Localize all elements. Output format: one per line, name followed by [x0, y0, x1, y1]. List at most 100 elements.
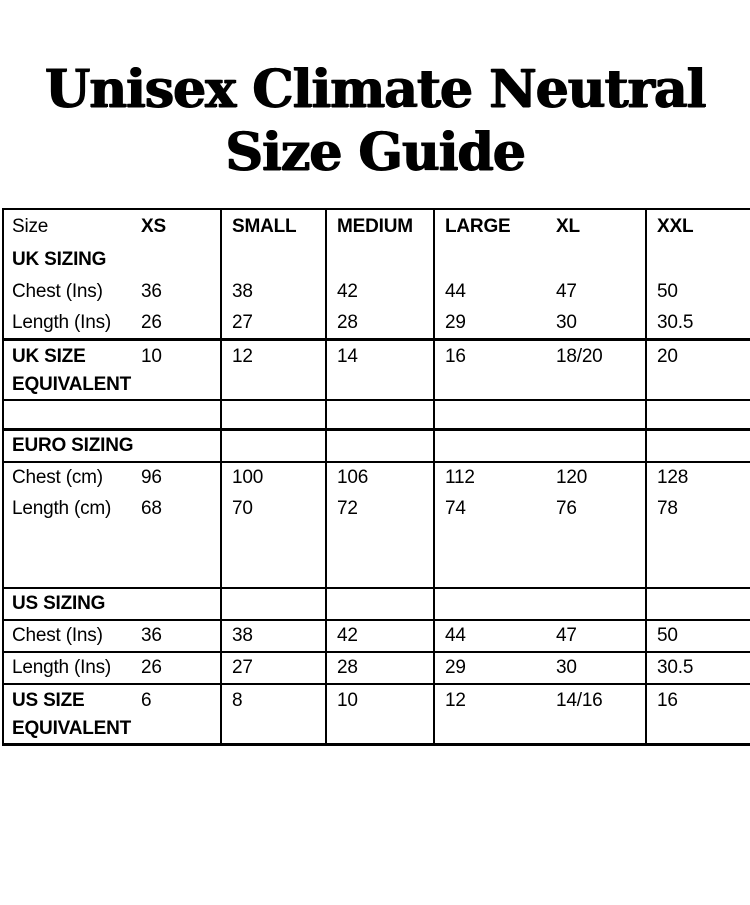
uk-chest-row: Chest (Ins) 36 38 42 44 47 50 [3, 277, 750, 308]
empty-cell [646, 525, 750, 589]
empty-cell [326, 245, 435, 277]
value-cell: 10 [326, 683, 435, 746]
empty-cell [326, 587, 435, 621]
value-cell: 70 [221, 493, 327, 526]
us-chest-label: Chest (Ins) [3, 619, 139, 653]
empty-cell [139, 245, 222, 277]
value-cell: 28 [326, 651, 435, 685]
euro-chest-row: Chest (cm) 96 100 106 112 120 128 [3, 461, 750, 494]
us-size-equivalent-label: US SIZE EQUIVALENT [3, 683, 139, 746]
value-cell: 6 [139, 683, 222, 746]
value-cell: 50 [657, 281, 678, 302]
empty-cell [221, 587, 327, 621]
col-header-xs: XS [139, 209, 222, 245]
euro-chest-label: Chest (cm) [12, 466, 103, 488]
value-cell: 120 [549, 461, 647, 494]
value-cell: 28 [326, 308, 435, 341]
empty-cell [434, 587, 549, 621]
value-cell: 10 [139, 339, 222, 401]
spacer-row [3, 400, 750, 431]
col-header-medium: MEDIUM [326, 209, 435, 245]
empty-cell [221, 429, 327, 463]
value-cell: 16 [434, 339, 549, 401]
empty-cell [326, 429, 435, 463]
value-cell: 42 [326, 619, 435, 653]
empty-cell [3, 400, 139, 431]
euro-sizing-label: EURO SIZING [3, 429, 139, 463]
empty-cell [646, 429, 750, 463]
value-cell: 78 [657, 497, 678, 519]
value-cell: 12 [434, 683, 549, 746]
uk-size-equivalent-row: UK SIZE EQUIVALENT 10 12 14 16 18/20 20 [3, 339, 750, 401]
empty-cell [434, 245, 549, 277]
label-line: EQUIVALENT [12, 374, 132, 395]
value-cell: 27 [221, 651, 327, 685]
uk-chest-label: Chest (Ins) [12, 281, 103, 302]
value-cell: 8 [221, 683, 327, 746]
col-header-xl: XL [549, 209, 647, 245]
value-cell: 14/16 [549, 683, 647, 746]
value-cell: 72 [326, 493, 435, 526]
value-cell: 44 [434, 619, 549, 653]
empty-cell [139, 429, 222, 463]
empty-cell [646, 245, 750, 277]
uk-sizing-label: UK SIZING [12, 249, 107, 270]
empty-cell [549, 245, 647, 277]
empty-cell [646, 587, 750, 621]
value-cell: 50 [646, 619, 750, 653]
col-header-large: LARGE [445, 216, 511, 237]
value-cell: 29 [434, 308, 549, 341]
value-cell: 20 [646, 339, 750, 401]
uk-sizing-section-row: UK SIZING [3, 245, 750, 277]
empty-cell [434, 400, 549, 431]
value-cell: 112 [445, 466, 475, 488]
value-cell: 30.5 [646, 308, 750, 341]
spacer-row [3, 525, 750, 589]
euro-sizing-section-row: EURO SIZING [3, 429, 750, 463]
value-cell: 38 [221, 619, 327, 653]
value-cell: 26 [139, 651, 222, 685]
value-cell: 29 [434, 651, 549, 685]
value-cell: 44 [445, 281, 466, 302]
value-cell: 68 [139, 493, 222, 526]
empty-cell [139, 400, 222, 431]
us-size-equivalent-row: US SIZE EQUIVALENT 6 8 10 12 14/16 16 [3, 683, 750, 746]
value-cell: 12 [221, 339, 327, 401]
label-line: UK SIZE [12, 346, 86, 367]
value-cell: 30 [549, 651, 647, 685]
value-cell: 38 [221, 277, 327, 308]
title-line-2: Size Guide [225, 122, 525, 183]
empty-cell [434, 429, 549, 463]
empty-cell [221, 400, 327, 431]
uk-length-label: Length (Ins) [3, 308, 139, 341]
us-length-row: Length (Ins) 26 27 28 29 30 30.5 [3, 651, 750, 685]
value-cell: 100 [221, 461, 327, 494]
value-cell: 30 [549, 308, 647, 341]
col-header-xxl: XXL [657, 216, 694, 237]
empty-cell [549, 587, 647, 621]
value-cell: 47 [549, 277, 647, 308]
value-cell: 96 [139, 461, 222, 494]
empty-cell [434, 525, 549, 589]
euro-length-label: Length (cm) [12, 497, 112, 519]
value-cell: 106 [326, 461, 435, 494]
value-cell: 74 [445, 497, 466, 519]
empty-cell [549, 429, 647, 463]
value-cell: 128 [657, 466, 689, 488]
label-line: US SIZE [12, 689, 85, 711]
value-cell: 36 [139, 277, 222, 308]
size-guide-table: Size XS SMALL MEDIUM LARGE XL XXL UK SIZ… [2, 208, 750, 746]
empty-cell [326, 525, 435, 589]
uk-length-row: Length (Ins) 26 27 28 29 30 30.5 [3, 308, 750, 341]
empty-cell [3, 525, 139, 589]
empty-cell [139, 525, 222, 589]
empty-cell [221, 245, 327, 277]
value-cell: 27 [221, 308, 327, 341]
title-line-1: Unisex Climate Neutral [44, 59, 706, 120]
empty-cell [139, 587, 222, 621]
value-cell: 76 [549, 493, 647, 526]
value-cell: 47 [549, 619, 647, 653]
us-chest-row: Chest (Ins) 36 38 42 44 47 50 [3, 619, 750, 653]
empty-cell [549, 525, 647, 589]
page-title: Unisex Climate Neutral Size Guide [0, 58, 750, 184]
